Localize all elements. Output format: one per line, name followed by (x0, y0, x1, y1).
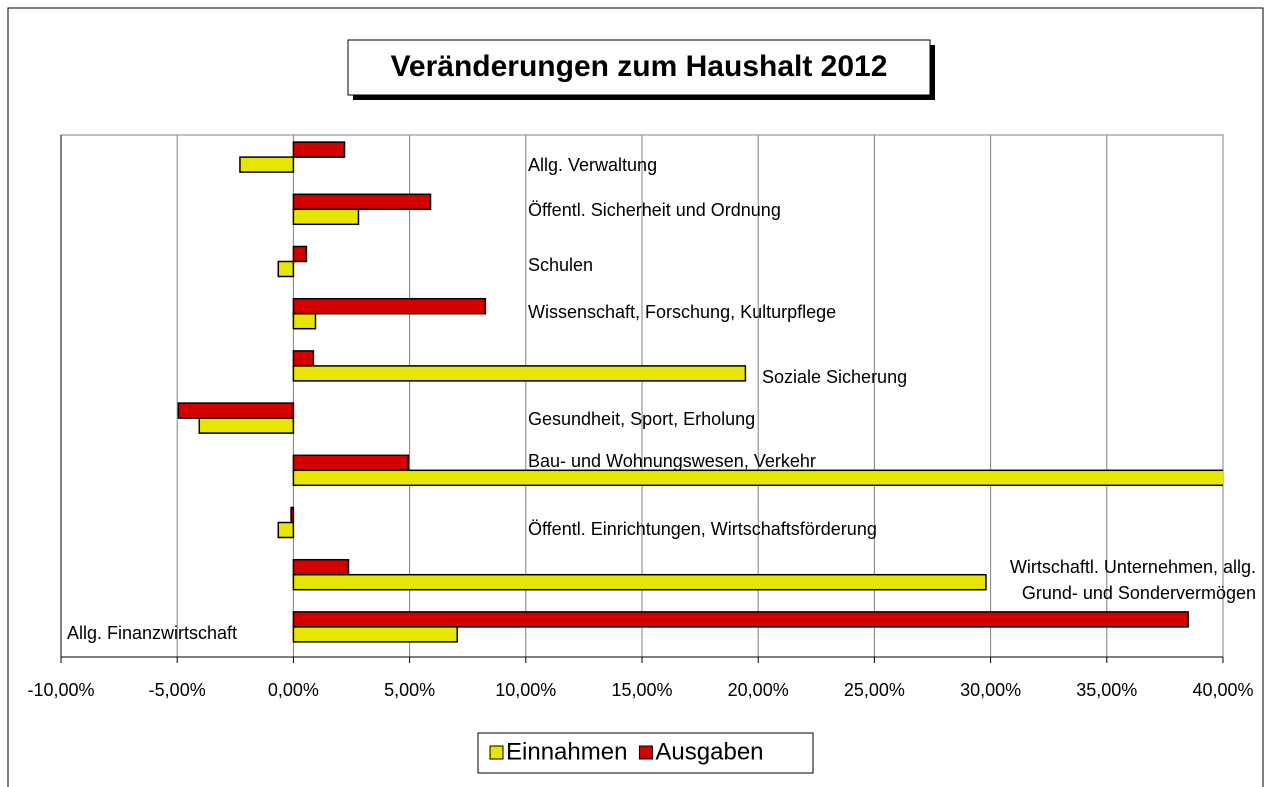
bar (292, 141, 346, 158)
bar (177, 402, 295, 419)
bar (292, 626, 458, 643)
bar (277, 260, 295, 278)
chart-frame (7, 7, 1264, 787)
x-tick-label: 0,00% (268, 680, 319, 700)
x-tick-label: -10,00% (27, 680, 94, 700)
legend-swatch (489, 745, 504, 760)
category-label: Schulen (528, 255, 593, 275)
bar (292, 297, 487, 315)
category-label: Wissenschaft, Forschung, Kulturpflege (528, 302, 836, 322)
category-label: Gesundheit, Sport, Erholung (528, 409, 755, 429)
legend-label: Einnahmen (506, 738, 627, 765)
bar (292, 573, 987, 591)
category-label: Soziale Sicherung (762, 367, 907, 387)
bar (239, 156, 295, 173)
category-label: Allg. Finanzwirtschaft (67, 623, 237, 643)
x-tick-label: 30,00% (960, 680, 1021, 700)
chart-title: Veränderungen zum Haushalt 2012 (391, 50, 888, 83)
x-tick-label: -5,00% (149, 680, 206, 700)
x-tick-label: 15,00% (611, 680, 672, 700)
x-tick-label: 40,00% (1192, 680, 1253, 700)
title-box (347, 39, 931, 96)
bar (292, 350, 315, 367)
x-tick-label: 25,00% (844, 680, 905, 700)
bars (177, 141, 1223, 643)
category-label: Öffentl. Einrichtungen, Wirtschaftsförde… (528, 519, 877, 539)
x-tick-label: 20,00% (728, 680, 789, 700)
x-tick-label: 10,00% (495, 680, 556, 700)
bar (292, 312, 317, 330)
legend-label: Ausgaben (655, 738, 763, 765)
category-label: Allg. Verwaltung (528, 155, 657, 175)
bar (292, 454, 410, 472)
bar (198, 417, 295, 434)
bar (292, 469, 1223, 487)
bar (292, 365, 747, 382)
x-tick-label: 35,00% (1076, 680, 1137, 700)
category-label: Wirtschaftl. Unternehmen, allg. Grund- un… (1010, 557, 1256, 603)
bar (292, 611, 1189, 628)
category-label: Bau- und Wohnungswesen, Verkehr (528, 451, 816, 471)
bar (290, 506, 295, 524)
category-label: Öffentl. Sicherheit und Ordnung (528, 200, 781, 220)
bar (292, 208, 360, 226)
legend-swatch (638, 745, 653, 760)
x-tick-label: 5,00% (384, 680, 435, 700)
bar (277, 521, 295, 539)
bar (292, 558, 350, 576)
bar (292, 245, 308, 263)
bar (292, 193, 432, 211)
